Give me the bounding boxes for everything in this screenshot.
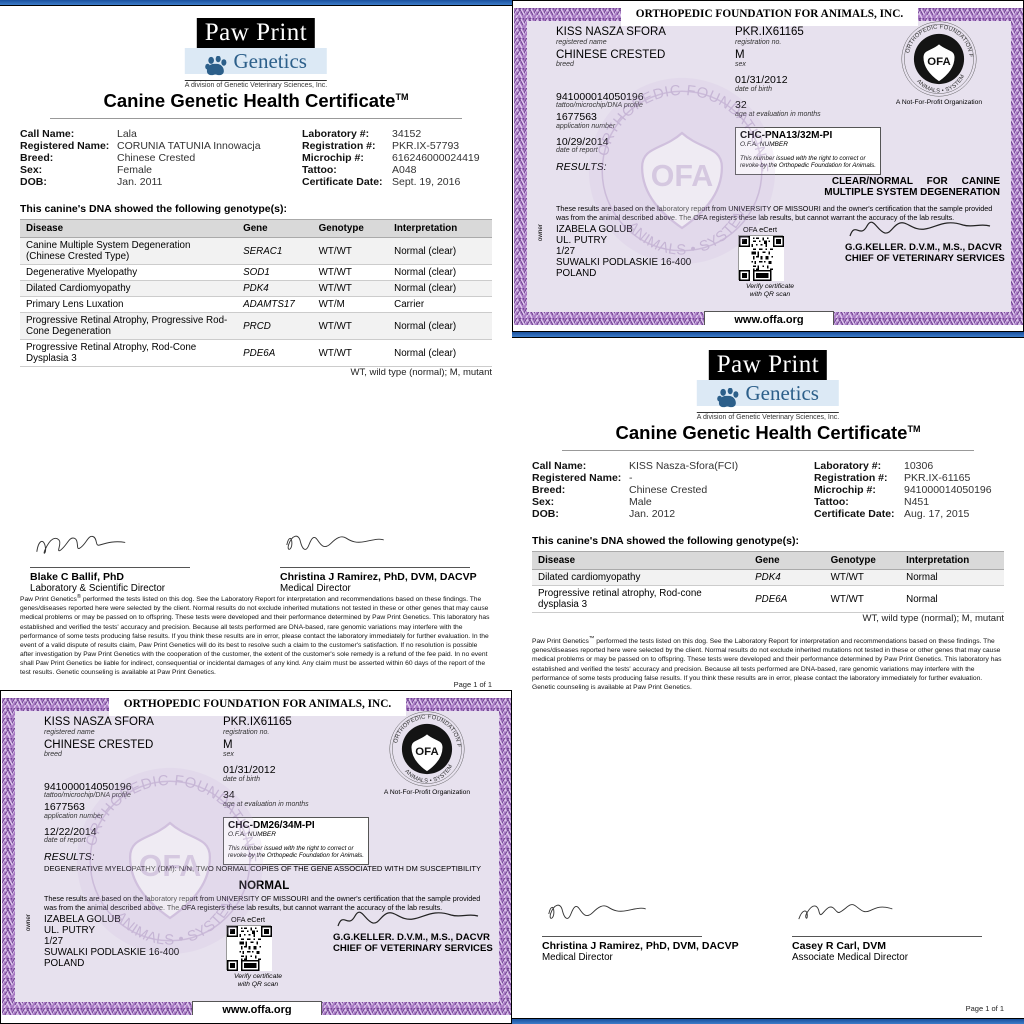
svg-text:OFA: OFA: [927, 56, 950, 68]
svg-text:OFA: OFA: [651, 159, 714, 193]
svg-text:OFA: OFA: [139, 849, 202, 883]
svg-text:OFA: OFA: [415, 746, 438, 758]
